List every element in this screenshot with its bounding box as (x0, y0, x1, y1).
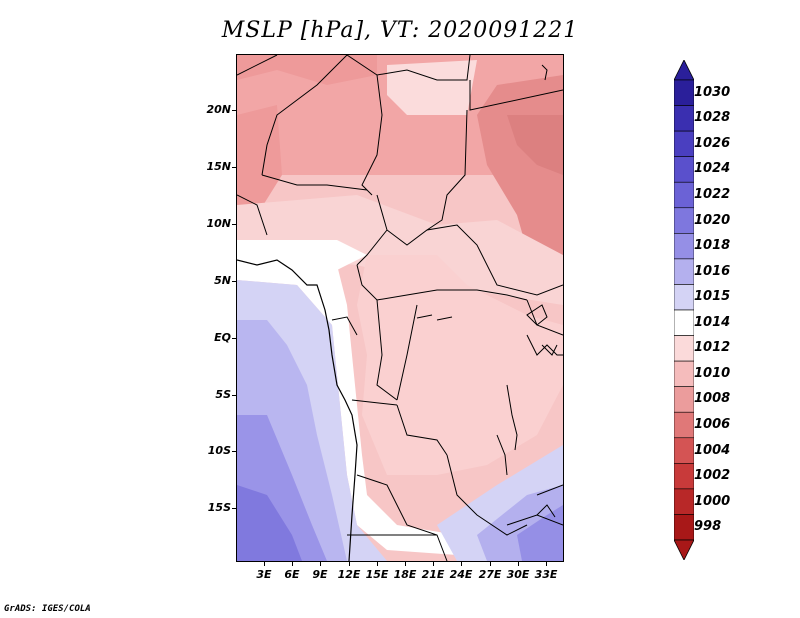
colorbar-segment (674, 79, 694, 106)
lat-label-15s: 15S (207, 501, 231, 514)
lon-tick (461, 562, 462, 566)
lon-label-9e: 9E (312, 568, 328, 581)
lon-tick (320, 562, 321, 566)
colorbar-segment (674, 335, 694, 362)
map-canvas (237, 55, 563, 561)
colorbar-label: 1016 (694, 263, 731, 279)
colorbar-segment (674, 156, 694, 183)
colorbar-label: 1010 (694, 365, 731, 381)
lat-tick (232, 281, 236, 282)
lat-tick (232, 451, 236, 452)
lon-label-30e: 30E (506, 568, 530, 581)
colorbar-segment (674, 309, 694, 336)
lat-tick (232, 167, 236, 168)
colorbar-segment (674, 233, 694, 260)
lon-label-18e: 18E (393, 568, 417, 581)
colorbar-label: 1015 (694, 289, 731, 305)
colorbar-bottom-arrow (674, 539, 694, 560)
lat-tick (232, 110, 236, 111)
pressure-map (236, 54, 564, 562)
colorbar-label: 1008 (694, 391, 731, 407)
colorbar-segment (674, 386, 694, 413)
field-se-1018 (517, 505, 563, 561)
lat-tick (232, 338, 236, 339)
colorbar-label: 1022 (694, 187, 731, 202)
colorbar-label: 1028 (694, 110, 731, 126)
colorbar-label: 998 (694, 519, 722, 535)
lon-tick (405, 562, 406, 566)
colorbar-segment (674, 181, 694, 209)
lon-tick (349, 562, 350, 566)
colorbar-segment (674, 284, 694, 311)
colorbar-segment (674, 437, 694, 464)
lat-label-10n: 10N (206, 217, 231, 230)
colorbar-label: 1018 (694, 238, 731, 254)
colorbar-label: 1020 (694, 212, 731, 228)
lon-label-27e: 27E (478, 568, 502, 581)
colorbar-label: 1012 (694, 340, 731, 356)
map-title: MSLP [hPa], VT: 2020091221 (221, 18, 579, 43)
lon-label-3e: 3E (256, 568, 272, 581)
islands (541, 64, 548, 81)
colorbar-label: 1030 (694, 84, 731, 100)
lat-tick (232, 508, 236, 509)
field-ne-core (507, 115, 563, 175)
field-n-high (387, 60, 477, 115)
lon-label-15e: 15E (365, 568, 389, 581)
lon-label-21e: 21E (421, 568, 445, 581)
lon-tick (433, 562, 434, 566)
lakes (416, 304, 558, 518)
colorbar-label: 1004 (694, 442, 731, 458)
lon-tick (518, 562, 519, 566)
lon-label-33e: 33E (534, 568, 558, 581)
colorbar-segment (674, 360, 694, 387)
colorbar (674, 60, 694, 560)
lat-label-5s: 5S (215, 388, 231, 401)
colorbar-segment (674, 105, 694, 132)
colorbar-label: 1024 (694, 161, 731, 177)
field-congo (357, 255, 563, 475)
lat-label-10s: 10S (207, 444, 231, 457)
lon-label-6e: 6E (284, 568, 300, 581)
colorbar-segment (674, 488, 694, 515)
colorbar-label: 1000 (694, 493, 731, 509)
colorbar-label: 1006 (694, 417, 731, 432)
colorbar-top-arrow (674, 60, 694, 81)
lon-tick (377, 562, 378, 566)
lon-label-12e: 12E (337, 568, 361, 581)
field-nw-low (237, 55, 377, 85)
colorbar-label: 1002 (694, 468, 731, 484)
field-1020 (237, 485, 302, 561)
colorbar-segment (674, 207, 694, 234)
lat-label-5n: 5N (214, 274, 231, 287)
colorbar-segment (674, 258, 694, 285)
lat-label-eq: EQ (214, 331, 231, 344)
field-central-band (237, 195, 563, 305)
coastline (237, 259, 358, 561)
lon-tick (292, 562, 293, 566)
lon-tick (490, 562, 491, 566)
colorbar-segment (674, 514, 694, 541)
colorbar-segment (674, 130, 694, 157)
grads-credit: GrADS: IGES/COLA (4, 604, 91, 614)
colorbar-segment (674, 411, 694, 439)
colorbar-label: 1026 (694, 135, 731, 151)
lat-tick (232, 224, 236, 225)
colorbar-segment (674, 463, 694, 490)
lon-tick (546, 562, 547, 566)
lon-tick (264, 562, 265, 566)
lat-label-20n: 20N (206, 103, 231, 116)
colorbar-label: 1014 (694, 314, 731, 330)
lon-label-24e: 24E (449, 568, 473, 581)
lat-tick (232, 395, 236, 396)
lat-label-15n: 15N (206, 160, 231, 173)
